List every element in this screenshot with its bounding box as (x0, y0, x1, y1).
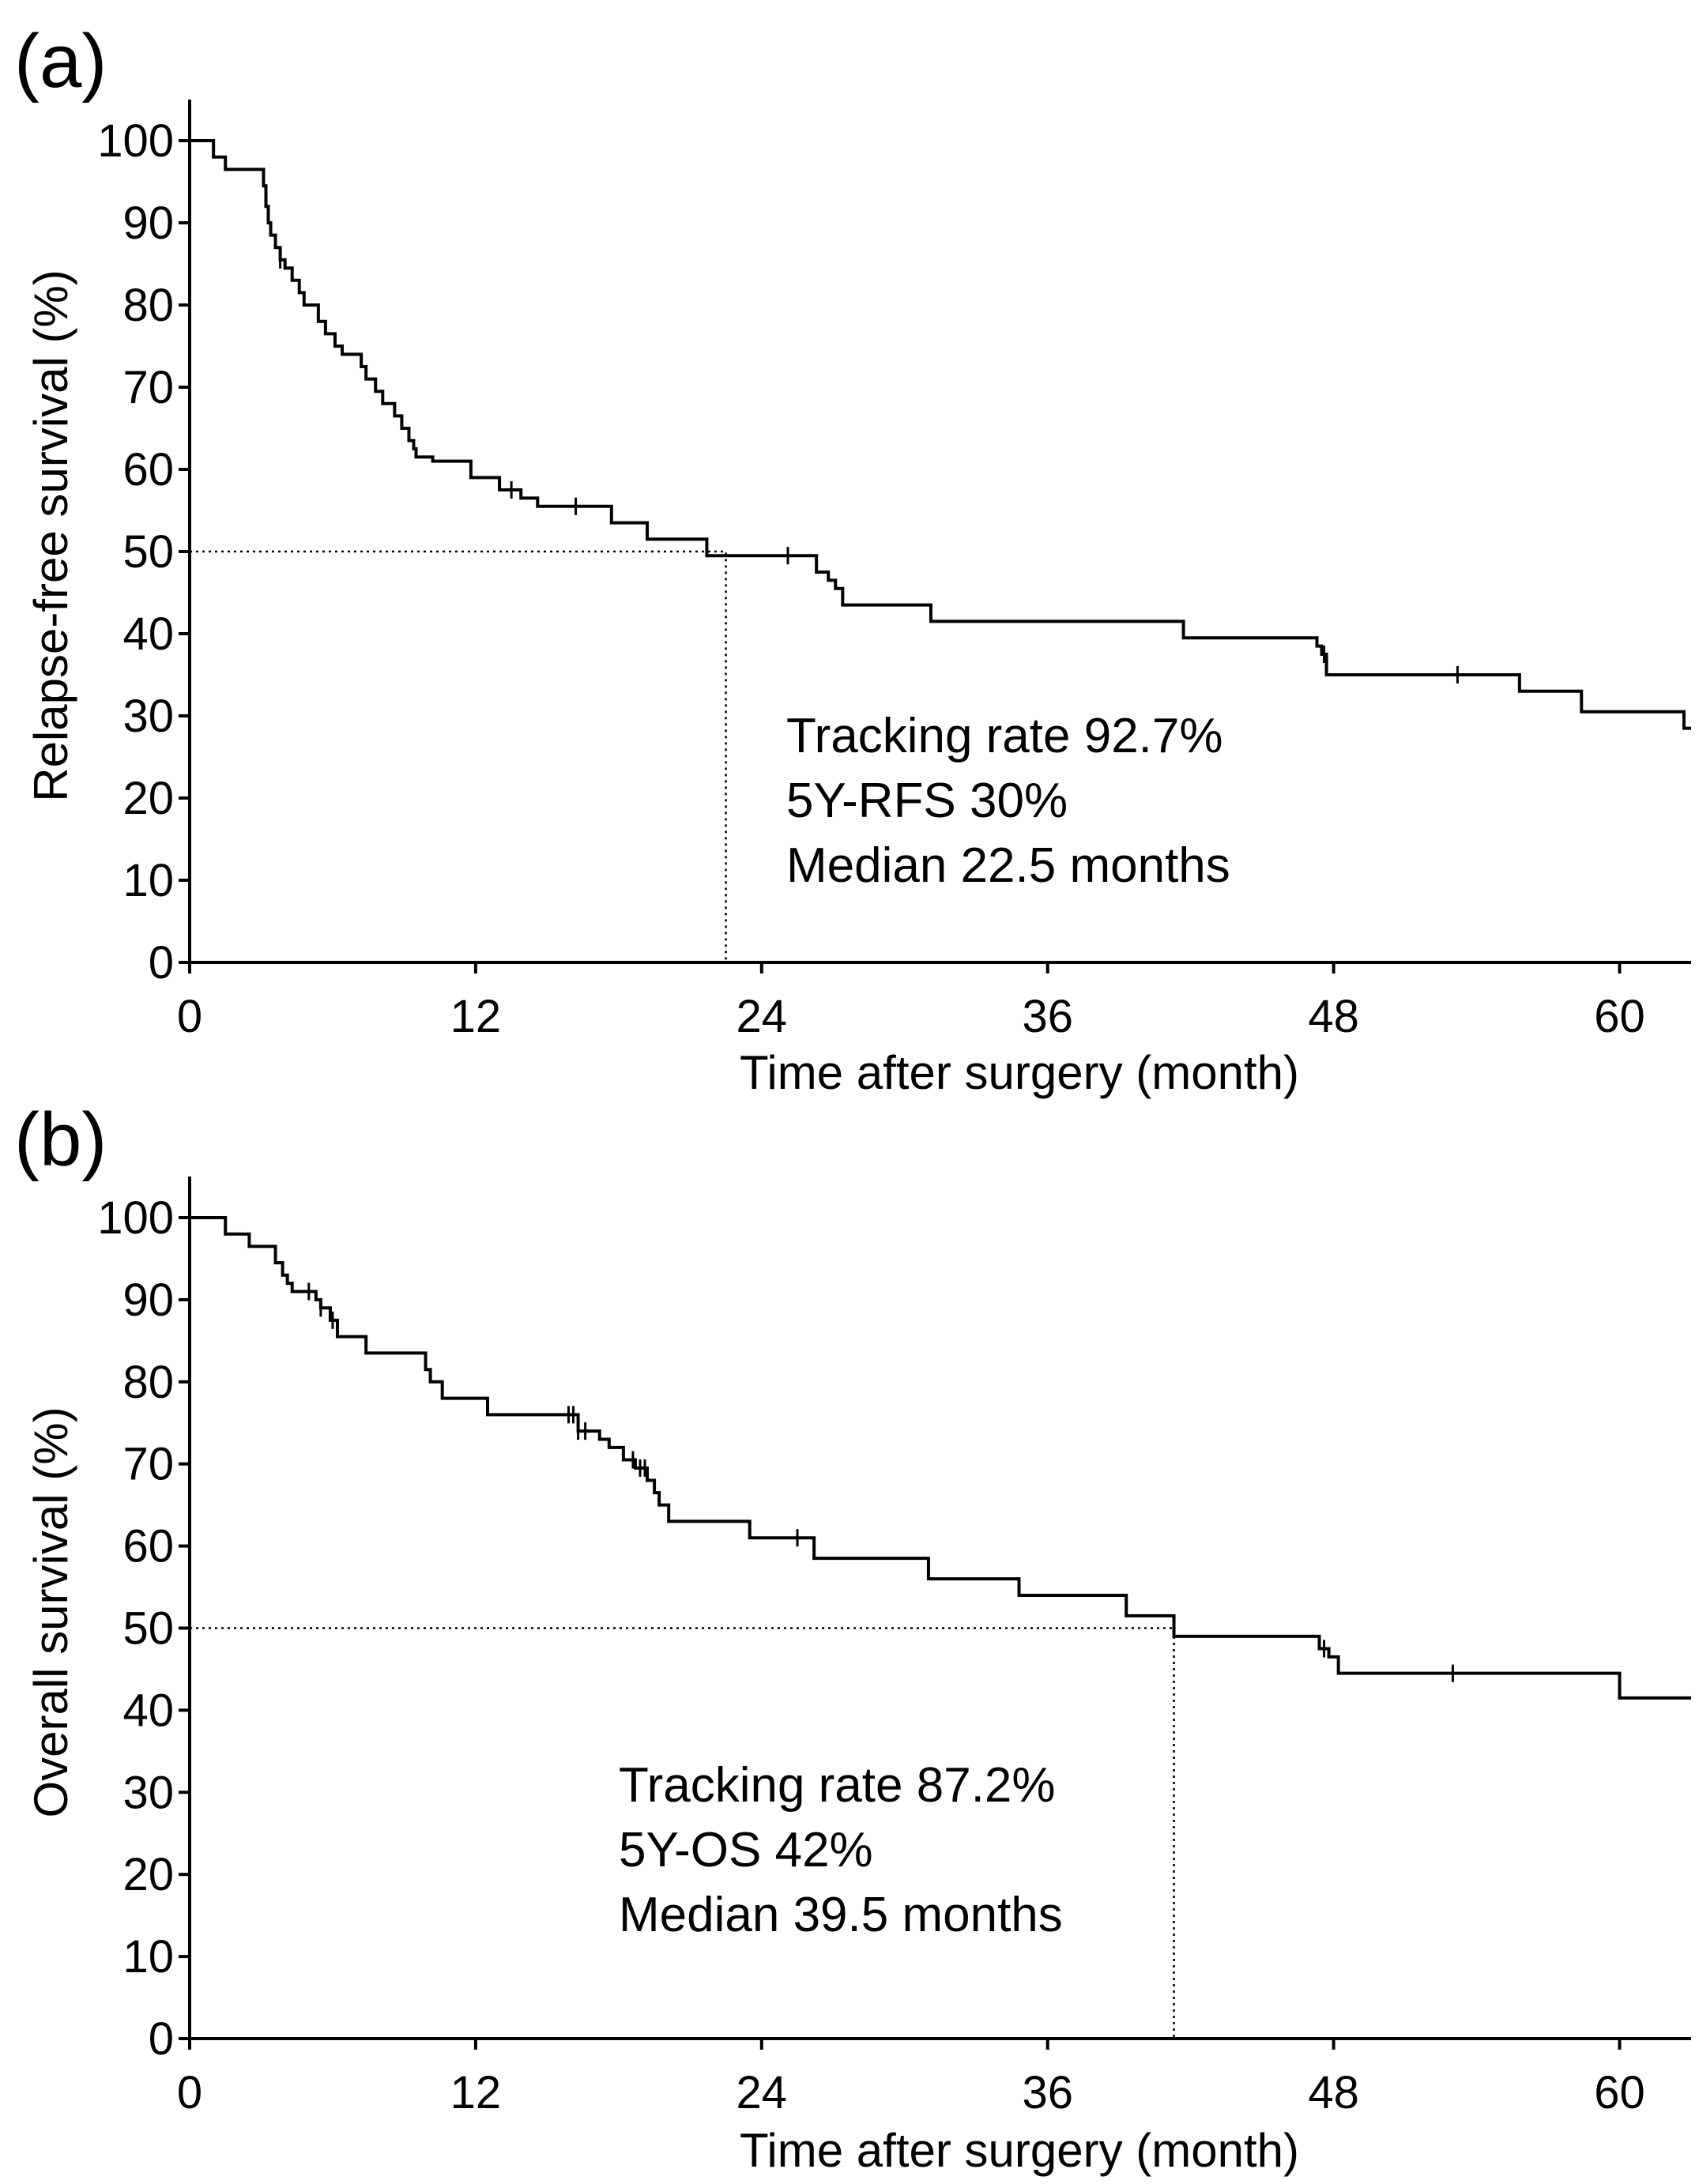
x-tick-label: 12 (450, 2067, 502, 2118)
y-tick-label: 30 (122, 691, 174, 742)
y-tick-label: 30 (122, 1767, 174, 1818)
x-tick-label: 60 (1594, 2067, 1645, 2118)
y-tick-label: 10 (122, 1931, 174, 1983)
x-tick-label: 24 (736, 2067, 788, 2118)
x-tick-label: 36 (1022, 2067, 1073, 2118)
y-tick-label: 90 (122, 1275, 174, 1326)
panel-b-censor-marks (307, 1282, 1454, 1682)
panel-b-overall-survival: (b) 0 10 20 30 40 50 60 70 80 90 100 0 12 24 36 48 60 T… (14, 1098, 1691, 2177)
panel-a-annotation-line-2: 5Y-RFS 30% (786, 774, 1068, 828)
y-tick-label: 40 (122, 1685, 174, 1736)
x-tick-label: 12 (450, 991, 502, 1042)
y-tick-label: 70 (122, 362, 174, 413)
y-tick-label: 10 (122, 855, 174, 906)
x-tick-label: 0 (177, 991, 202, 1042)
panel-b-annotation-line-1: Tracking rate 87.2% (619, 1758, 1056, 1813)
y-tick-label: 80 (122, 1357, 174, 1408)
panel-b-y-axis-title: Overall survival (%) (24, 1406, 77, 1817)
y-tick-label: 20 (122, 1849, 174, 1900)
y-tick-label: 90 (122, 198, 174, 249)
panel-a-censor-marks (279, 250, 1459, 683)
panel-b-annotation-line-2: 5Y-OS 42% (619, 1823, 873, 1877)
panel-b-x-ticks: 0 12 24 36 48 60 (177, 2039, 1645, 2118)
y-tick-label: 20 (122, 773, 174, 824)
y-tick-label: 80 (122, 280, 174, 331)
panel-a-annotation-line-3: Median 22.5 months (786, 838, 1230, 893)
panel-a-relapse-free-survival: (a) 0 10 20 30 40 50 60 70 80 90 100 0 12 24 36 48 60 T… (14, 19, 1691, 1099)
y-tick-label: 0 (149, 2013, 174, 2065)
x-tick-label: 48 (1308, 991, 1359, 1042)
panel-a-x-ticks: 0 12 24 36 48 60 (177, 962, 1645, 1042)
panel-a-annotation-line-1: Tracking rate 92.7% (786, 709, 1223, 763)
y-tick-label: 0 (149, 937, 174, 988)
panel-b-y-ticks: 0 10 20 30 40 50 60 70 80 90 100 (97, 1192, 190, 2065)
y-tick-label: 100 (97, 115, 174, 167)
y-tick-label: 60 (122, 444, 174, 495)
panel-a-label: (a) (14, 19, 107, 104)
y-tick-label: 70 (122, 1439, 174, 1490)
panel-b-label: (b) (14, 1098, 107, 1182)
panel-b-x-axis-title: Time after surgery (month) (740, 2124, 1299, 2177)
panel-b-survival-curve (190, 1216, 1691, 1700)
panel-a-median-line (190, 550, 727, 962)
x-tick-label: 36 (1022, 991, 1073, 1042)
panel-a-x-axis-title: Time after surgery (month) (740, 1046, 1299, 1099)
y-tick-label: 100 (97, 1192, 174, 1244)
y-tick-label: 40 (122, 608, 174, 660)
y-tick-label: 60 (122, 1521, 174, 1572)
panel-a-survival-curve (190, 139, 1691, 730)
y-tick-label: 50 (122, 526, 174, 578)
panel-b-annotation-line-3: Median 39.5 months (619, 1888, 1063, 1942)
x-tick-label: 60 (1594, 991, 1645, 1042)
y-tick-label: 50 (122, 1603, 174, 1655)
x-tick-label: 48 (1308, 2067, 1359, 2118)
x-tick-label: 24 (736, 991, 788, 1042)
x-tick-label: 0 (177, 2067, 202, 2118)
panel-a-y-ticks: 0 10 20 30 40 50 60 70 80 90 100 (97, 115, 190, 988)
panel-a-y-axis-title: Relapse-free survival (%) (24, 269, 77, 802)
